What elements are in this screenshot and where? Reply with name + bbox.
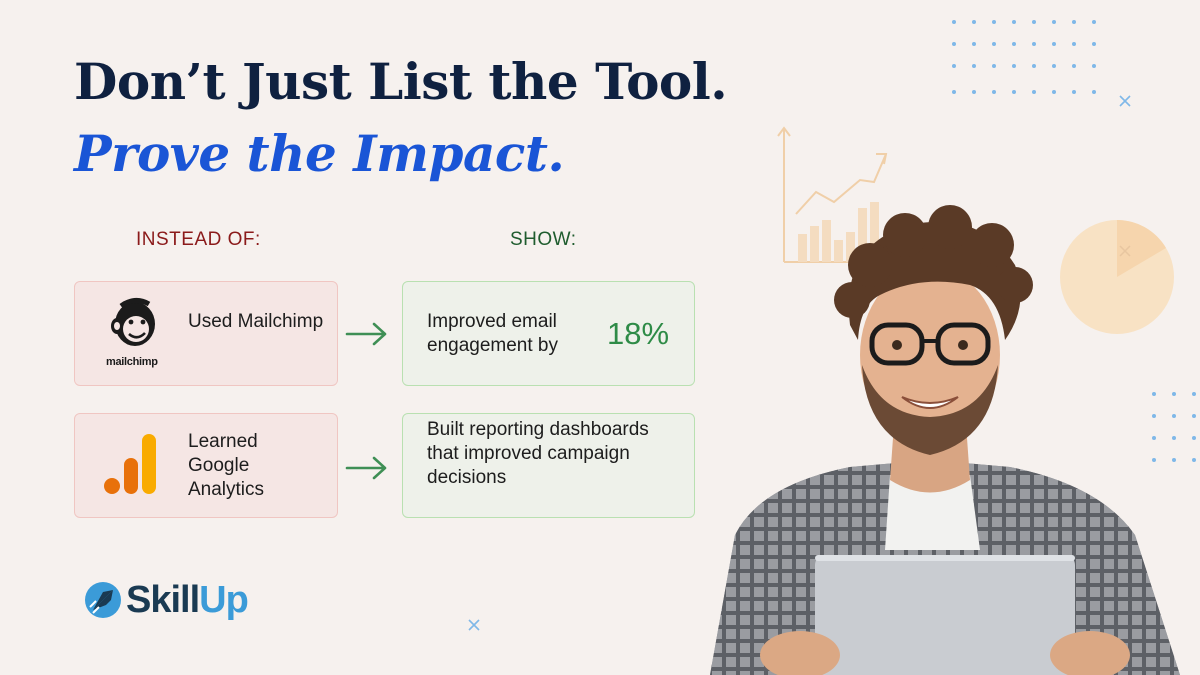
headline-line-1: Don’t Just List the Tool. — [74, 52, 728, 111]
arrow-right-icon — [345, 456, 387, 480]
mailchimp-icon — [111, 298, 155, 346]
before-text-1: Used Mailchimp — [188, 311, 324, 332]
dot-grid-decoration — [952, 20, 1096, 94]
after-card-email: Improved email engagement by 18% — [402, 281, 695, 386]
pie-chart-decoration — [1060, 220, 1174, 334]
brand-name: SkillUp — [126, 578, 249, 622]
cross-mark-icon — [468, 619, 480, 631]
after-text-2: Built reporting dashboards that improved… — [427, 419, 649, 488]
mailchimp-logo: mailchimp — [103, 296, 167, 372]
rocket-icon — [85, 582, 121, 618]
after-text-1: Improved email engagement by — [427, 311, 558, 356]
after-card-dashboards: Built reporting dashboards that improved… — [402, 413, 695, 518]
instead-of-label: INSTEAD OF: — [136, 229, 261, 250]
show-label: SHOW: — [510, 229, 577, 250]
before-text-2: Learned Google Analytics — [188, 431, 265, 500]
google-analytics-logo — [103, 432, 163, 500]
engagement-stat: 18% — [607, 316, 670, 351]
before-card-mailchimp: mailchimp Used Mailchimp — [74, 281, 338, 386]
skillup-logo: SkillUp — [84, 578, 249, 622]
cross-mark-icon — [1119, 95, 1131, 107]
google-analytics-icon — [104, 434, 156, 494]
person-photo — [710, 205, 1180, 675]
brand-name-skill: Skill — [126, 578, 200, 621]
headline-line-2: Prove the Impact. — [74, 124, 565, 183]
dot-grid-decoration-right — [1152, 392, 1196, 462]
mailchimp-wordmark: mailchimp — [106, 356, 158, 368]
brand-name-up: Up — [199, 578, 249, 621]
arrow-right-icon — [345, 322, 387, 346]
before-card-analytics: Learned Google Analytics — [74, 413, 338, 518]
